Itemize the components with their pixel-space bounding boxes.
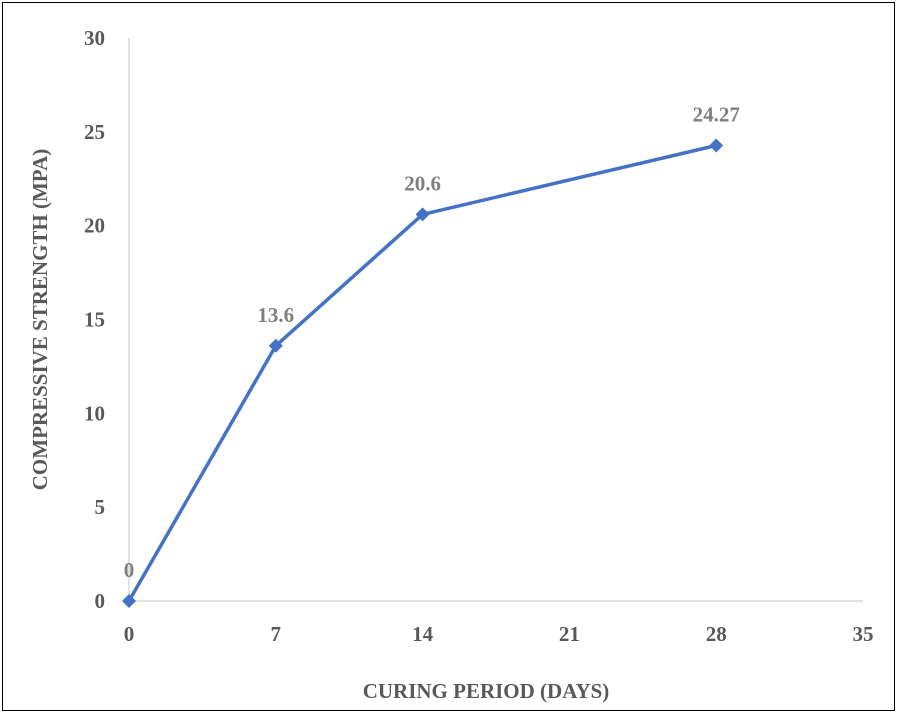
x-tick-labels: 0 7 14 21 28 35 [124, 622, 874, 646]
x-tick-label: 0 [124, 622, 135, 646]
series-line [127, 143, 717, 602]
data-label: 13.6 [257, 303, 294, 327]
data-label: 20.6 [404, 171, 441, 195]
series-layer [122, 138, 724, 608]
y-tick-label: 5 [95, 495, 106, 519]
data-point-marker [122, 594, 136, 608]
x-tick-label: 28 [706, 622, 727, 646]
data-point-marker [268, 338, 283, 353]
data-labels: 0 13.6 20.6 24.27 [124, 103, 740, 582]
y-tick-label: 30 [84, 26, 105, 50]
data-point-marker [415, 207, 430, 222]
x-tick-label: 7 [271, 622, 282, 646]
y-tick-label: 15 [84, 308, 105, 332]
data-point-marker [709, 138, 724, 153]
x-axis-title: CURING PERIOD (DAYS) [363, 679, 610, 703]
x-tick-label: 35 [853, 622, 874, 646]
y-tick-labels: 0 5 10 15 20 25 30 [84, 26, 105, 613]
y-tick-label: 20 [84, 214, 105, 238]
y-tick-label: 10 [84, 401, 105, 425]
data-label: 24.27 [693, 103, 740, 127]
y-tick-label: 25 [84, 120, 105, 144]
axes [128, 38, 863, 602]
y-tick-label: 0 [95, 589, 106, 613]
x-tick-label: 21 [559, 622, 580, 646]
data-label: 0 [124, 558, 135, 582]
y-axis-title: COMPRESSIVE STRENGTH (MPA) [28, 149, 52, 490]
x-tick-label: 14 [412, 622, 434, 646]
